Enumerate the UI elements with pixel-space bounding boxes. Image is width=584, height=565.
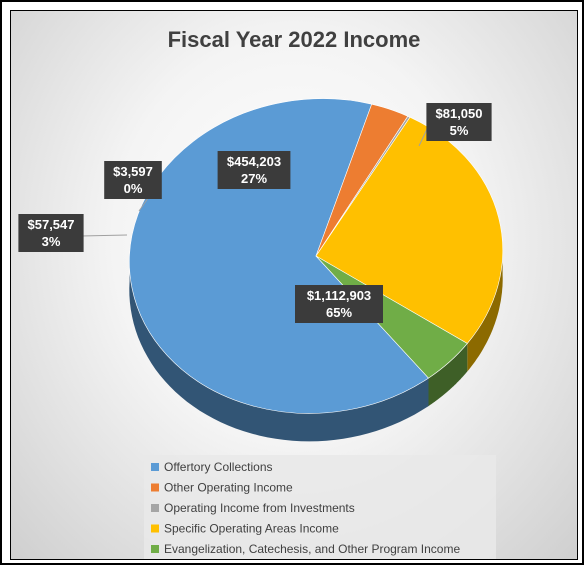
data-label-box-offertory-collections — [295, 285, 383, 323]
legend-label-offertory-collections: Offertory Collections — [164, 460, 273, 474]
data-label-box-other-operating-income — [18, 214, 84, 252]
data-label-pct-other-operating-income: 3% — [42, 234, 61, 249]
legend-swatch-other-operating-income — [151, 483, 159, 492]
data-label-pct-evangelization-catechesis-and-other-program-income: 5% — [450, 123, 469, 138]
legend-label-specific-operating-areas-income: Specific Operating Areas Income — [164, 522, 339, 536]
legend-label-evangelization-catechesis-and-other-program-income: Evangelization, Catechesis, and Other Pr… — [164, 542, 460, 556]
pie-side-offertory-collections — [129, 253, 429, 442]
pie-side-specific-operating-areas-income — [467, 246, 503, 372]
legend-background — [144, 455, 496, 559]
leader-line-other-operating-income — [80, 234, 128, 237]
data-label-box-specific-operating-areas-income — [217, 151, 291, 189]
data-label-box-operating-income-from-investments — [104, 161, 162, 199]
legend-swatch-specific-operating-areas-income — [151, 524, 159, 533]
pie-slice-offertory-collections — [129, 98, 429, 414]
data-label-value-operating-income-from-investments: $3,597 — [113, 164, 153, 179]
data-label-box-evangelization-catechesis-and-other-program-income — [426, 103, 492, 141]
data-label-value-other-operating-income: $57,547 — [28, 217, 75, 232]
chart-title: Fiscal Year 2022 Income — [168, 27, 421, 52]
data-label-pct-specific-operating-areas-income: 27% — [241, 171, 267, 186]
pie-chart: Fiscal Year 2022 Income $1,112,903 65% $57… — [18, 27, 503, 559]
data-label-pct-offertory-collections: 65% — [326, 305, 352, 320]
data-label-pct-operating-income-from-investments: 0% — [124, 181, 143, 196]
data-label-value-evangelization-catechesis-and-other-program-income: $81,050 — [436, 106, 483, 121]
legend-swatch-evangelization-catechesis-and-other-program-income — [151, 545, 159, 553]
legend-label-other-operating-income: Other Operating Income — [164, 481, 293, 495]
pie-side-evangelization-catechesis-and-other-program-income — [428, 343, 468, 407]
legend: Offertory Collections Other Operating Inc… — [144, 455, 496, 559]
legend-swatch-operating-income-from-investments — [151, 504, 159, 512]
data-label-value-specific-operating-areas-income: $454,203 — [227, 154, 281, 169]
legend-swatch-offertory-collections — [151, 463, 159, 471]
chart-area: Fiscal Year 2022 Income $1,112,903 65% $57… — [10, 10, 578, 560]
legend-label-operating-income-from-investments: Operating Income from Investments — [164, 501, 355, 515]
data-label-value-offertory-collections: $1,112,903 — [307, 288, 371, 303]
